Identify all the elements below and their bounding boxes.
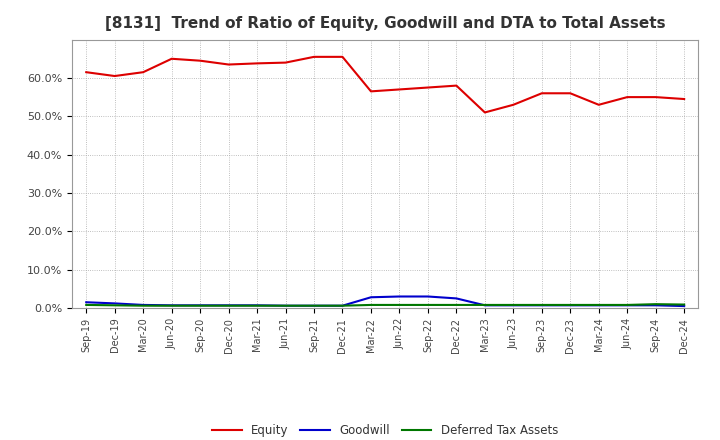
Equity bbox=[82, 70, 91, 75]
Goodwill bbox=[595, 303, 603, 308]
Equity bbox=[139, 70, 148, 75]
Deferred Tax Assets bbox=[652, 301, 660, 307]
Goodwill bbox=[509, 303, 518, 308]
Deferred Tax Assets bbox=[110, 303, 119, 308]
Equity bbox=[680, 96, 688, 102]
Goodwill bbox=[110, 301, 119, 306]
Deferred Tax Assets bbox=[680, 302, 688, 307]
Goodwill bbox=[537, 303, 546, 308]
Deferred Tax Assets bbox=[480, 302, 489, 308]
Goodwill bbox=[253, 303, 261, 308]
Line: Equity: Equity bbox=[86, 57, 684, 113]
Deferred Tax Assets bbox=[566, 302, 575, 308]
Deferred Tax Assets bbox=[338, 303, 347, 308]
Goodwill bbox=[338, 303, 347, 308]
Legend: Equity, Goodwill, Deferred Tax Assets: Equity, Goodwill, Deferred Tax Assets bbox=[207, 419, 563, 440]
Line: Deferred Tax Assets: Deferred Tax Assets bbox=[86, 304, 684, 306]
Goodwill bbox=[82, 300, 91, 305]
Equity bbox=[110, 73, 119, 79]
Title: [8131]  Trend of Ratio of Equity, Goodwill and DTA to Total Assets: [8131] Trend of Ratio of Equity, Goodwil… bbox=[105, 16, 665, 32]
Goodwill bbox=[452, 296, 461, 301]
Goodwill bbox=[623, 303, 631, 308]
Equity bbox=[338, 54, 347, 59]
Deferred Tax Assets bbox=[196, 303, 204, 308]
Deferred Tax Assets bbox=[623, 302, 631, 308]
Equity bbox=[225, 62, 233, 67]
Deferred Tax Assets bbox=[452, 302, 461, 308]
Deferred Tax Assets bbox=[595, 302, 603, 308]
Goodwill bbox=[423, 294, 432, 299]
Equity bbox=[480, 110, 489, 115]
Deferred Tax Assets bbox=[423, 302, 432, 308]
Equity bbox=[253, 61, 261, 66]
Deferred Tax Assets bbox=[366, 302, 375, 308]
Deferred Tax Assets bbox=[310, 303, 318, 308]
Deferred Tax Assets bbox=[82, 302, 91, 308]
Goodwill bbox=[395, 294, 404, 299]
Goodwill bbox=[366, 295, 375, 300]
Equity bbox=[282, 60, 290, 65]
Goodwill bbox=[310, 303, 318, 308]
Equity bbox=[537, 91, 546, 96]
Goodwill bbox=[167, 303, 176, 308]
Goodwill bbox=[139, 302, 148, 308]
Equity bbox=[395, 87, 404, 92]
Equity bbox=[310, 54, 318, 59]
Equity bbox=[196, 58, 204, 63]
Equity bbox=[595, 102, 603, 107]
Equity bbox=[623, 95, 631, 100]
Line: Goodwill: Goodwill bbox=[86, 297, 684, 306]
Goodwill bbox=[196, 303, 204, 308]
Equity bbox=[652, 95, 660, 100]
Deferred Tax Assets bbox=[282, 303, 290, 308]
Deferred Tax Assets bbox=[253, 303, 261, 308]
Equity bbox=[452, 83, 461, 88]
Deferred Tax Assets bbox=[537, 302, 546, 308]
Goodwill bbox=[480, 303, 489, 308]
Goodwill bbox=[282, 303, 290, 308]
Equity bbox=[509, 102, 518, 107]
Goodwill bbox=[566, 303, 575, 308]
Deferred Tax Assets bbox=[167, 303, 176, 308]
Deferred Tax Assets bbox=[395, 302, 404, 308]
Equity bbox=[423, 85, 432, 90]
Equity bbox=[167, 56, 176, 62]
Deferred Tax Assets bbox=[225, 303, 233, 308]
Goodwill bbox=[680, 304, 688, 309]
Goodwill bbox=[225, 303, 233, 308]
Equity bbox=[566, 91, 575, 96]
Deferred Tax Assets bbox=[139, 303, 148, 308]
Equity bbox=[366, 89, 375, 94]
Deferred Tax Assets bbox=[509, 302, 518, 308]
Goodwill bbox=[652, 303, 660, 308]
